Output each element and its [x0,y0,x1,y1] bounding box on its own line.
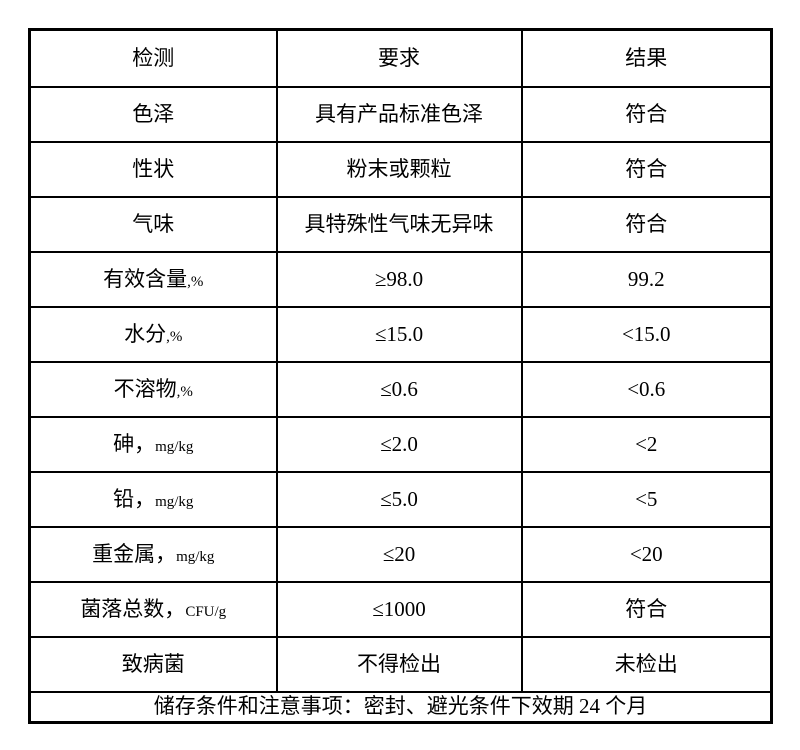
result-cell: 99.2 [520,250,773,308]
item-name: 砷， [113,431,156,456]
table-row: 有效含量,% ≥98.0 99.2 [28,250,773,308]
requirement-cell: ≥98.0 [275,250,523,308]
item-name: 水分 [124,321,167,346]
requirement-cell: 粉末或颗粒 [275,140,523,198]
test-item-cell: 重金属，mg/kg [28,525,278,583]
item-unit: ,% [187,273,204,290]
requirement-cell: 具有产品标准色泽 [275,85,523,143]
table-row: 性状 粉末或颗粒 符合 [28,140,773,198]
storage-conditions-note: 储存条件和注意事项：密封、避光条件下效期 24 个月 [28,690,773,724]
item-unit: ,% [166,328,183,345]
requirement-cell: ≤20 [275,525,523,583]
test-item-cell: 水分,% [28,305,278,363]
header-test: 检测 [28,28,278,88]
result-cell: 符合 [520,580,773,638]
item-name: 致病菌 [121,651,185,676]
table-row: 铅，mg/kg ≤5.0 <5 [28,470,773,528]
requirement-cell: ≤15.0 [275,305,523,363]
requirement-cell: ≤0.6 [275,360,523,418]
table-row: 不溶物,% ≤0.6 <0.6 [28,360,773,418]
item-name: 性状 [132,156,175,181]
item-name: 不溶物 [113,376,177,401]
item-unit: mg/kg [155,438,194,455]
header-row: 检测 要求 结果 [28,28,773,88]
footer-row: 储存条件和注意事项：密封、避光条件下效期 24 个月 [28,690,773,724]
result-cell: <5 [520,470,773,528]
requirement-cell: 不得检出 [275,635,523,693]
table-row: 菌落总数，CFU/g ≤1000 符合 [28,580,773,638]
test-item-cell: 有效含量,% [28,250,278,308]
table-row: 水分,% ≤15.0 <15.0 [28,305,773,363]
requirement-cell: ≤2.0 [275,415,523,473]
test-item-cell: 菌落总数，CFU/g [28,580,278,638]
result-cell: 符合 [520,195,773,253]
item-unit: mg/kg [176,548,215,565]
result-cell: 符合 [520,85,773,143]
header-requirement: 要求 [275,28,523,88]
requirement-cell: ≤5.0 [275,470,523,528]
test-item-cell: 不溶物,% [28,360,278,418]
item-name: 气味 [132,211,175,236]
requirement-cell: 具特殊性气味无异味 [275,195,523,253]
item-name: 铅， [113,486,156,511]
item-name: 有效含量 [103,266,188,291]
inspection-table: 检测 要求 结果 色泽 具有产品标准色泽 符合 性状 粉末或颗粒 符合 气味 具… [28,28,773,724]
table-row: 气味 具特殊性气味无异味 符合 [28,195,773,253]
test-item-cell: 性状 [28,140,278,198]
result-cell: <2 [520,415,773,473]
result-cell: <15.0 [520,305,773,363]
item-unit: CFU/g [185,603,227,620]
table-row: 致病菌 不得检出 未检出 [28,635,773,693]
item-name: 菌落总数， [80,596,186,621]
requirement-cell: ≤1000 [275,580,523,638]
test-item-cell: 色泽 [28,85,278,143]
test-item-cell: 铅，mg/kg [28,470,278,528]
header-result: 结果 [520,28,773,88]
result-cell: <20 [520,525,773,583]
item-unit: ,% [176,383,193,400]
result-cell: <0.6 [520,360,773,418]
result-cell: 符合 [520,140,773,198]
inspection-sheet: 检测 要求 结果 色泽 具有产品标准色泽 符合 性状 粉末或颗粒 符合 气味 具… [28,28,773,724]
item-name: 重金属， [92,541,177,566]
table-row: 重金属，mg/kg ≤20 <20 [28,525,773,583]
result-cell: 未检出 [520,635,773,693]
item-unit: mg/kg [155,493,194,510]
test-item-cell: 气味 [28,195,278,253]
test-item-cell: 砷，mg/kg [28,415,278,473]
table-row: 色泽 具有产品标准色泽 符合 [28,85,773,143]
item-name: 色泽 [132,101,175,126]
table-row: 砷，mg/kg ≤2.0 <2 [28,415,773,473]
test-item-cell: 致病菌 [28,635,278,693]
